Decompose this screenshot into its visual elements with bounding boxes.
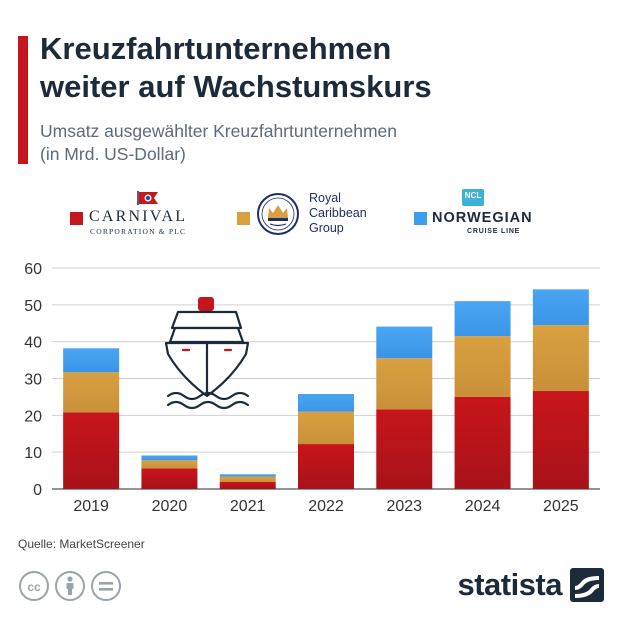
subtitle-line-1: Umsatz ausgewählter Kreuzfahrtunternehme… <box>40 121 397 141</box>
x-axis-ticks: 2019 2020 2021 2022 2023 2024 2025 <box>73 498 578 515</box>
ncl-badge: NCL <box>462 189 484 206</box>
title-line-1: Kreuzfahrtunternehmen <box>40 31 392 66</box>
bar-layer <box>63 289 589 489</box>
bar-norwegian <box>219 474 276 477</box>
bar-norwegian <box>532 289 589 326</box>
carnival-flag-icon <box>137 191 158 205</box>
y-tick-label: 60 <box>24 261 42 278</box>
bar-carnival <box>454 396 511 489</box>
bar-royal-caribbean <box>376 358 433 410</box>
source-note: Quelle: MarketScreener <box>18 537 145 551</box>
accent-bar <box>18 36 28 164</box>
bar-royal-caribbean <box>532 325 589 392</box>
y-tick-label: 40 <box>24 335 42 352</box>
ncl-badge-text: NCL <box>464 191 482 200</box>
y-tick-label: 20 <box>24 408 42 425</box>
license-icons: cc <box>19 571 121 601</box>
legend-swatch-carnival <box>70 212 83 225</box>
royal-line-1: Royal <box>309 191 341 205</box>
y-tick-label: 0 <box>33 482 42 499</box>
bar-carnival <box>141 468 198 489</box>
legend-swatch-norwegian <box>414 212 427 225</box>
attribution-icon <box>55 571 85 601</box>
royal-caribbean-crown-icon <box>257 193 299 235</box>
carnival-sub: CORPORATION & PLC <box>90 227 187 236</box>
cc-icon: cc <box>19 571 49 601</box>
bar-norwegian <box>141 455 198 461</box>
bar-royal-caribbean <box>141 460 198 469</box>
y-tick-label: 10 <box>24 445 42 462</box>
bar-norwegian <box>298 393 354 412</box>
x-tick-label: 2025 <box>543 498 579 515</box>
royal-line-3: Group <box>309 221 344 235</box>
bar-carnival <box>219 482 276 489</box>
x-tick-label: 2022 <box>308 498 344 515</box>
bar-norwegian <box>376 326 433 359</box>
x-tick-label: 2023 <box>386 498 422 515</box>
bar-royal-caribbean <box>63 372 120 413</box>
legend-swatch-royal <box>237 212 250 225</box>
bar-royal-caribbean <box>454 336 511 397</box>
title-line-2: weiter auf Wachstumskurs <box>40 69 432 104</box>
bar-carnival <box>532 391 589 489</box>
bar-carnival <box>376 409 433 489</box>
norwegian-sub: CRUISE LINE <box>467 228 521 235</box>
y-tick-label: 30 <box>24 372 42 389</box>
statista-wordmark: statista <box>457 567 562 602</box>
bar-carnival <box>298 444 354 489</box>
cruise-ship-icon <box>164 297 250 410</box>
subtitle-line-2: (in Mrd. US-Dollar) <box>40 144 186 164</box>
bar-royal-caribbean <box>298 411 354 445</box>
norwegian-name: NORWEGIAN <box>432 210 533 226</box>
grid-lines <box>52 267 600 490</box>
chart-legend: CARNIVAL CORPORATION & PLC Royal Caribbe… <box>0 186 620 246</box>
bar-norwegian <box>63 348 120 373</box>
y-tick-label: 50 <box>24 298 42 315</box>
x-tick-label: 2020 <box>152 498 188 515</box>
statista-logo[interactable]: statista <box>457 567 604 603</box>
x-tick-label: 2021 <box>230 498 266 515</box>
y-axis-ticks: 0 10 20 30 40 50 60 <box>24 261 42 499</box>
x-tick-label: 2024 <box>465 498 501 515</box>
statista-logo-icon <box>570 568 604 602</box>
no-derivatives-icon <box>91 571 121 601</box>
svg-text:cc: cc <box>27 580 41 594</box>
royal-line-2: Caribbean <box>309 206 367 220</box>
page-subtitle: Umsatz ausgewählter Kreuzfahrtunternehme… <box>40 120 600 166</box>
page-title: Kreuzfahrtunternehmen weiter auf Wachstu… <box>40 30 610 106</box>
bar-royal-caribbean <box>219 476 276 483</box>
bar-norwegian <box>454 301 511 337</box>
x-tick-label: 2019 <box>73 498 109 515</box>
carnival-name: CARNIVAL <box>89 208 188 225</box>
bar-carnival <box>63 412 120 489</box>
